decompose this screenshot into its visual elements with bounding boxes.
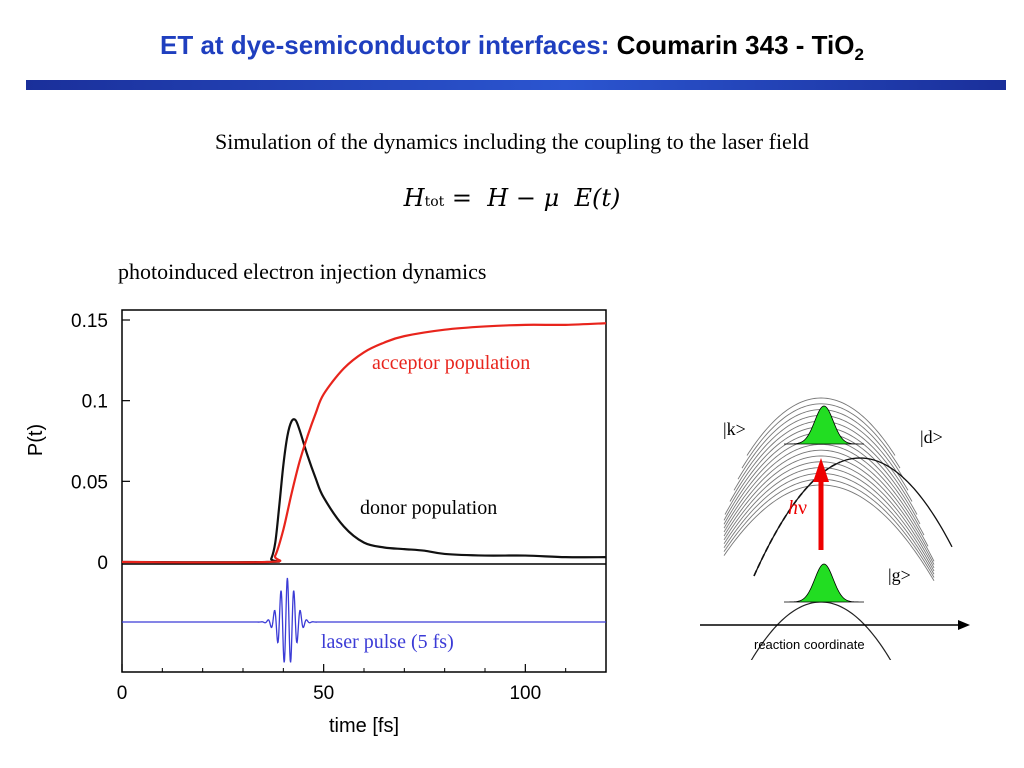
- x-axis-label: time [fs]: [329, 715, 399, 737]
- acceptor-curve: [121, 322, 607, 564]
- donor-label: donor population: [360, 497, 497, 519]
- k-band-curve: [741, 403, 901, 469]
- title-rule: [26, 80, 1006, 90]
- k-label: |k>: [723, 419, 746, 439]
- y-tick-label: 0.1: [82, 392, 108, 413]
- k-band-curve: [723, 461, 935, 568]
- k-band-curve: [746, 397, 896, 456]
- k-band-curves: [690, 330, 990, 582]
- g-label: |g>: [888, 565, 911, 585]
- y-tick-label: 0.05: [71, 472, 108, 493]
- x-tick-label: 50: [313, 683, 334, 704]
- slide-title: ET at dye-semiconductor interfaces: Coum…: [0, 30, 1024, 65]
- axis-label: reaction coordinate: [754, 637, 865, 652]
- excitation-arrow: [813, 458, 829, 550]
- k-band-curve: [723, 443, 929, 547]
- k-band-curve: [723, 455, 935, 565]
- title-subscript: 2: [854, 45, 864, 65]
- d-state-curve: [753, 457, 953, 577]
- k-band-clip: [690, 330, 990, 340]
- y-tick-label: 0.15: [71, 311, 108, 332]
- k-band-curve: [723, 484, 935, 582]
- slide-subtitle: Simulation of the dynamics including the…: [215, 129, 809, 154]
- laser-pulse-curve: [122, 577, 606, 663]
- plot-series: [121, 322, 607, 663]
- y-axis-label: P(t): [25, 424, 47, 456]
- x-tick-label: 0: [117, 683, 128, 704]
- lower-wavepacket: [784, 563, 864, 603]
- donor-curve: [121, 418, 607, 564]
- d-state-dashed: [753, 461, 841, 577]
- hv-label: hν: [788, 497, 807, 519]
- section-label: photoinduced electron injection dynamics: [118, 259, 487, 284]
- eq-rest: = H − μ E(t): [451, 184, 621, 212]
- eq-subscript: tot: [424, 194, 445, 210]
- plot-border: [121, 309, 607, 673]
- upper-wavepacket: [784, 405, 864, 445]
- reaction-coordinate-axis: [700, 620, 970, 630]
- k-band-curve: [723, 472, 935, 575]
- laser-label: laser pulse (5 fs): [321, 631, 454, 653]
- plot-ticks: 0 0.05 0.1 0.15 0 50 100: [71, 311, 567, 704]
- hamiltonian-equation: Htot = H − μ E(t): [403, 184, 621, 212]
- acceptor-label: acceptor population: [372, 352, 530, 374]
- plot-frame: [121, 309, 607, 673]
- population-plot: 0 0.05 0.1 0.15 0 50 100 P(t) time [fs] accept…: [25, 309, 607, 737]
- x-tick-label: 100: [509, 683, 541, 704]
- title-part1: ET at dye-semiconductor interfaces:: [160, 30, 610, 60]
- d-label: |d>: [920, 427, 943, 447]
- k-band-curve: [723, 449, 935, 562]
- k-band-curve: [723, 478, 935, 578]
- title-part2: Coumarin 343 - TiO2: [616, 30, 864, 65]
- y-tick-label: 0: [97, 553, 108, 574]
- potential-diagram: hν |k> |d> |g> reaction coordinate: [690, 330, 990, 660]
